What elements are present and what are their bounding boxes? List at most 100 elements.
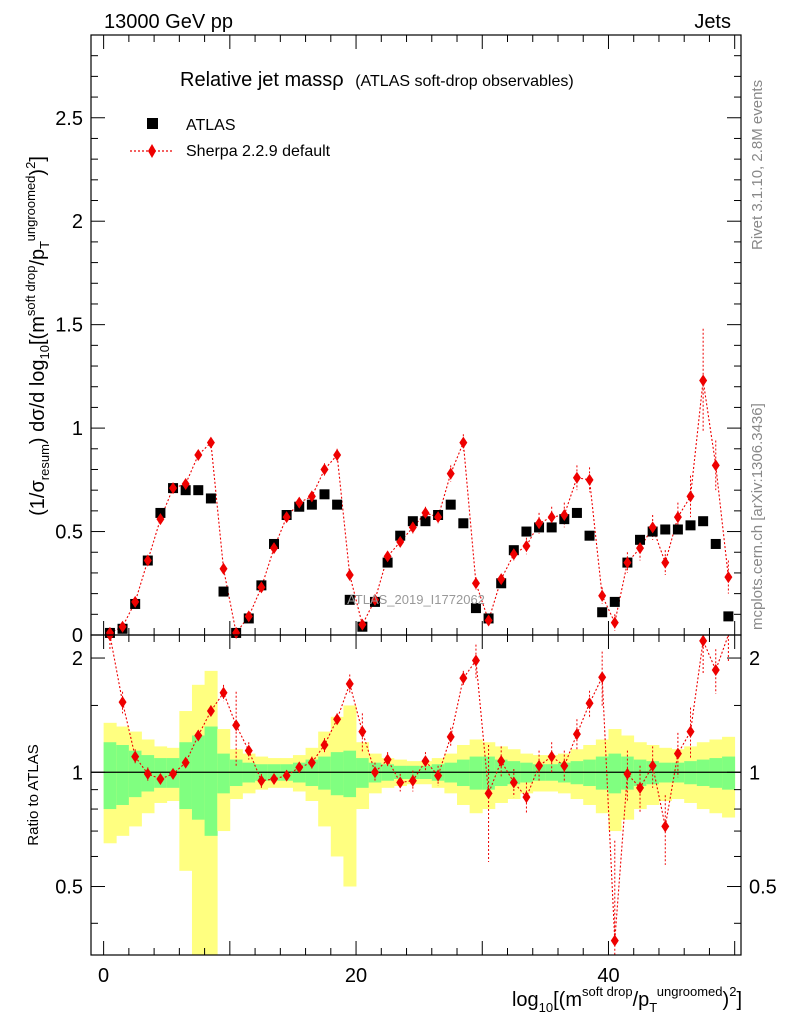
- sherpa-point-49: [724, 571, 733, 584]
- sherpa-ratio-point-35: [547, 750, 556, 763]
- ratio-tick-label-left-1: 1: [72, 762, 83, 784]
- atlas-point-7: [193, 485, 204, 496]
- sherpa-point-20: [358, 618, 367, 631]
- sherpa-ratio-point-37: [572, 728, 581, 741]
- sherpa-point-1: [118, 620, 127, 633]
- header-right: Jets: [694, 11, 731, 33]
- sherpa-ratio-point-43: [648, 759, 657, 772]
- sherpa-ratio-point-36: [560, 759, 569, 772]
- atlas-point-17: [319, 489, 330, 500]
- mcplots-label: mcplots.cern.ch [arXiv:1306.3436]: [749, 403, 766, 630]
- sherpa-ratio-point-46: [686, 725, 695, 738]
- ratio-band-inner-7: [191, 735, 205, 820]
- atlas-point-8: [205, 493, 216, 504]
- sherpa-ratio-point-24: [408, 774, 417, 787]
- sherpa-ratio-point-18: [333, 713, 342, 726]
- sherpa-point-28: [459, 436, 468, 449]
- atlas-point-28: [458, 518, 469, 529]
- atlas-point-47: [698, 516, 709, 527]
- atlas-point-49: [723, 611, 734, 622]
- sherpa-point-32: [509, 548, 518, 561]
- sherpa-point-25: [421, 506, 430, 519]
- sherpa-ratio-line: [109, 634, 729, 941]
- ratio-band-inner-2: [128, 750, 142, 798]
- chart-title-sub: (ATLAS soft-drop observables): [355, 73, 573, 90]
- sherpa-point-16: [307, 490, 316, 503]
- sherpa-point-27: [446, 467, 455, 480]
- atlas-point-33: [521, 526, 532, 537]
- sherpa-ratio-point-47: [699, 634, 708, 647]
- sherpa-point-38: [585, 473, 594, 486]
- y-tick-label-2: 1: [72, 418, 83, 440]
- ratio-band-inner-19: [343, 750, 357, 798]
- rivet-label: Rivet 3.1.10, 2.8M events: [749, 80, 766, 250]
- ratio-band-inner-48: [709, 758, 723, 788]
- ratio-band-outer-7: [191, 684, 205, 955]
- sherpa-ratio-point-33: [522, 791, 531, 804]
- ratio-band-inner-6: [179, 742, 193, 810]
- sherpa-ratio-point-1: [118, 696, 127, 709]
- atlas-point-23: [395, 530, 406, 541]
- sherpa-point-37: [572, 471, 581, 484]
- atlas-point-45: [672, 524, 683, 535]
- atlas-point-6: [180, 485, 191, 496]
- sherpa-point-24: [408, 521, 417, 534]
- ratio-band-inner-49: [722, 756, 736, 790]
- sherpa-point-45: [673, 511, 682, 524]
- sherpa-ratio-point-30: [484, 787, 493, 800]
- x-tick-label-1: 20: [345, 965, 367, 987]
- sherpa-point-10: [232, 626, 241, 639]
- sherpa-point-26: [434, 511, 443, 524]
- sherpa-ratio-point-32: [509, 776, 518, 789]
- sherpa-ratio-point-13: [270, 773, 279, 786]
- sherpa-ratio-point-6: [181, 756, 190, 769]
- sherpa-ratio-point-12: [257, 774, 266, 787]
- y-tick-label-4: 2: [72, 211, 83, 233]
- sherpa-point-8: [206, 436, 215, 449]
- sherpa-point-43: [648, 521, 657, 534]
- sherpa-point-11: [244, 610, 253, 623]
- atlas-point-40: [609, 596, 620, 607]
- axes-layer: 0 0.5 1 1.5 2 2.5 0 20 40 0.5 0.5 1 1 2 2: [55, 35, 777, 987]
- main-grid-layer: [104, 328, 734, 639]
- ratio-layer: [105, 629, 729, 955]
- sherpa-ratio-point-9: [219, 686, 228, 699]
- sherpa-point-19: [345, 569, 354, 581]
- atlas-point-35: [546, 522, 557, 533]
- y-tick-label-1: 0.5: [55, 522, 83, 544]
- sherpa-ratio-point-26: [434, 769, 443, 782]
- sherpa-ratio-point-38: [585, 697, 594, 710]
- x-axis-label: log10[(msoft drop/pTungroomed)2]: [512, 984, 742, 1015]
- atlas-point-24: [407, 516, 418, 527]
- sherpa-ratio-point-8: [206, 705, 215, 718]
- sherpa-ratio-point-22: [383, 753, 392, 766]
- ratio-band-inner-0: [103, 742, 117, 810]
- sherpa-ratio-point-39: [598, 671, 607, 684]
- sherpa-point-21: [370, 593, 379, 606]
- ratio-band-inner-18: [330, 752, 344, 796]
- sherpa-point-17: [320, 463, 329, 476]
- atlas-point-16: [306, 499, 317, 510]
- ratio-band-inner-9: [217, 753, 231, 794]
- sherpa-ratio-point-3: [143, 767, 152, 780]
- sherpa-ratio-point-27: [446, 730, 455, 743]
- sherpa-ratio-point-17: [320, 738, 329, 751]
- chart-title-main: Relative jet massρ: [180, 69, 344, 91]
- sherpa-point-40: [610, 616, 619, 629]
- sherpa-ratio-point-42: [636, 781, 645, 794]
- sherpa-ratio-point-44: [661, 820, 670, 833]
- sherpa-ratio-point-4: [156, 773, 165, 786]
- sherpa-ratio-point-28: [459, 672, 468, 685]
- header-left: 13000 GeV pp: [104, 11, 233, 33]
- analysis-watermark: ATLAS_2019_I1772062: [347, 592, 485, 607]
- ratio-tick-label-right-1: 1: [749, 762, 760, 784]
- atlas-point-48: [710, 538, 721, 549]
- sherpa-ratio-point-34: [535, 759, 544, 772]
- sherpa-point-44: [661, 556, 670, 569]
- sherpa-ratio-point-29: [471, 654, 480, 667]
- atlas-point-18: [332, 499, 343, 510]
- sherpa-point-22: [383, 550, 392, 563]
- sherpa-point-47: [699, 374, 708, 387]
- sherpa-point-5: [169, 482, 178, 495]
- sherpa-ratio-point-48: [711, 663, 720, 676]
